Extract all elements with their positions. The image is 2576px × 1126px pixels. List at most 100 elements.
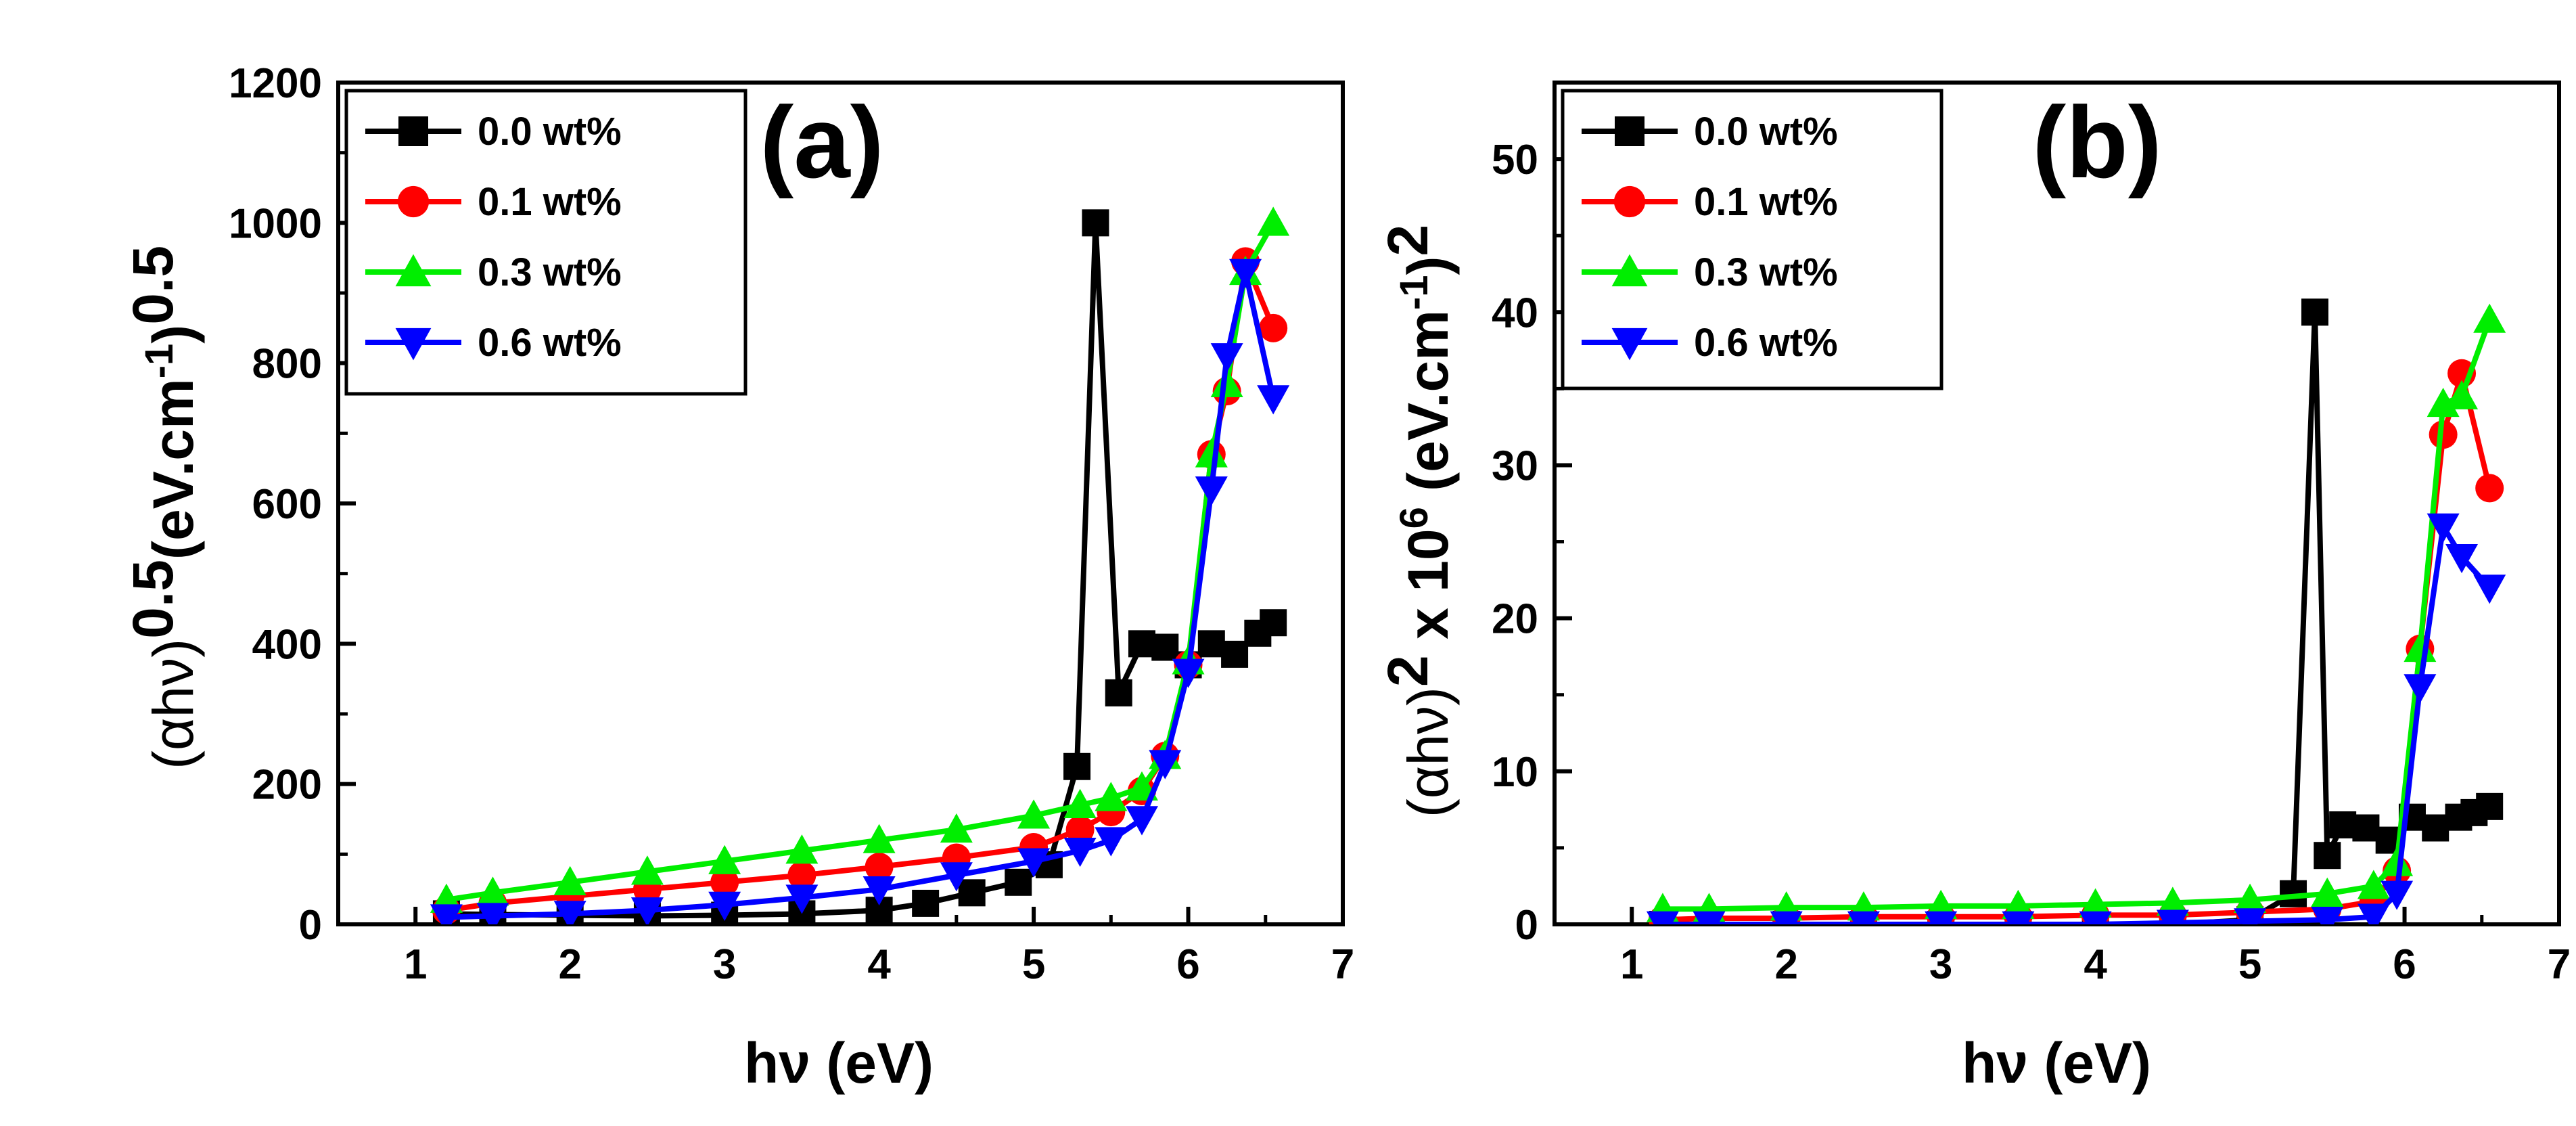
x-tick-label: 2 [1774,941,1797,988]
legend-marker [1613,185,1646,218]
data-point [1925,911,1958,924]
data-point [2476,792,2504,820]
data-point [630,855,664,885]
x-tick-label: 6 [1176,941,1199,988]
data-point [2404,674,2437,704]
y-tick-label: 20 [1492,596,1538,643]
data-point [2314,842,2341,870]
data-point [2404,632,2437,662]
data-point [940,862,973,892]
data-point [553,901,586,924]
chart-panel-b: 1 2 3 4 5 6 7 0 10 20 30 40 50 hν (eV) (αhν)2 x 106 (e… [1376,81,2571,1095]
data-point [1195,476,1228,506]
data-point [1095,827,1128,857]
series-0-6-wt- [430,258,1290,924]
panel-tag: (b) [2032,85,2162,199]
data-point [1257,206,1290,236]
legend: 0.0 wt% 0.1 wt% 0.3 wt% 0.6 wt% [1561,89,1944,390]
series-line [446,269,1276,920]
data-point [2426,513,2460,543]
x-tick-label: 1 [1620,941,1643,988]
y-axis-ticks: 0 10 20 30 40 50 [1492,137,1572,949]
series-line [1662,523,2492,924]
legend-label: 0.3 wt% [478,250,622,294]
data-point [1257,385,1290,415]
x-axis-title: hν (eV) [744,1031,934,1095]
x-tick-label: 4 [867,941,891,988]
data-point [1195,438,1228,468]
y-tick-label: 200 [252,762,322,809]
x-tick-label: 7 [2548,941,2571,988]
legend-marker [398,116,428,146]
data-point [865,852,894,881]
legend-label: 0.3 wt% [1694,250,1838,294]
y-tick-label: 50 [1492,137,1538,183]
data-point [2426,387,2460,418]
data-point [1065,815,1095,844]
legend-label: 0.1 wt% [478,180,622,224]
data-point [2002,911,2035,924]
y-tick-label: 40 [1492,290,1538,336]
data-point [1063,752,1091,780]
legend-marker [395,254,432,287]
data-point [1260,609,1287,637]
series-0-0-wt- [1649,298,2504,924]
y-tick-label: 1200 [229,60,322,107]
data-point [1063,788,1097,818]
legend-label: 0.0 wt% [478,110,622,154]
y-tick-label: 1000 [229,200,322,247]
legend-label: 0.1 wt% [1694,180,1838,224]
y-tick-label: 10 [1492,749,1538,796]
data-point [1105,679,1132,706]
y-tick-label: 800 [252,341,322,388]
x-tick-label: 5 [1022,941,1045,988]
data-point [1847,911,1880,924]
data-point [1172,658,1205,688]
data-point [2352,814,2380,842]
legend-label: 0.6 wt% [478,321,622,365]
x-tick-label: 1 [404,941,427,988]
data-point [785,834,819,864]
data-point [630,897,664,924]
data-point [2234,908,2267,924]
data-point [2079,911,2112,924]
data-point [2475,474,2504,503]
data-point [2234,883,2267,914]
y-tick-label: 30 [1492,443,1538,489]
y-tick-label: 0 [1515,902,1538,949]
legend-marker [395,328,432,361]
y-axis-ticks: 0 200 400 600 800 1000 1200 [229,60,356,949]
x-tick-label: 7 [1331,941,1354,988]
data-point [1126,806,1158,836]
data-point [785,884,819,914]
x-tick-label: 5 [2238,941,2261,988]
data-point [1229,258,1262,288]
data-point [1197,630,1225,658]
x-tick-label: 2 [558,941,581,988]
chart-panel-a: 1 2 3 4 5 6 7 0 200 400 600 800 1000 1200 hν (eV) (αhν)… [121,60,1354,1095]
data-point [1005,868,1032,896]
data-point [2422,814,2450,842]
data-point [2357,870,2390,899]
data-point [2156,909,2189,924]
legend-label: 0.0 wt% [1694,110,1838,154]
data-point [2473,303,2506,333]
data-point [1646,911,1679,924]
data-point [1210,367,1243,397]
series-line [1662,319,2492,912]
data-point [710,868,739,897]
series-0-1-wt- [1648,359,2504,924]
data-point [430,904,463,924]
data-point [708,891,741,921]
y-axis-title: (αhν)2 x 106 (eV.cm-1)2 [1376,225,1460,817]
y-axis-title: (αhν)0.5(eV.cm-1)0.5 [121,246,205,769]
data-point [1210,343,1243,373]
data-point [2329,811,2357,838]
series-0-6-wt- [1646,513,2506,924]
data-point [1693,911,1726,924]
data-point [2380,847,2414,876]
data-point [2079,888,2112,918]
data-point [958,879,986,907]
data-point [476,876,509,906]
